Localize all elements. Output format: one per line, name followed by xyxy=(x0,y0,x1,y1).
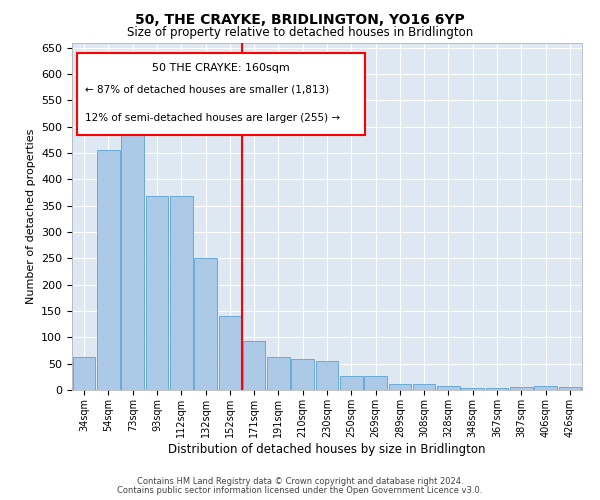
Text: Contains public sector information licensed under the Open Government Licence v3: Contains public sector information licen… xyxy=(118,486,482,495)
Text: Size of property relative to detached houses in Bridlington: Size of property relative to detached ho… xyxy=(127,26,473,39)
Bar xyxy=(510,388,533,390)
Bar xyxy=(461,388,484,390)
Bar xyxy=(340,376,362,390)
Bar xyxy=(146,196,168,390)
Y-axis label: Number of detached properties: Number of detached properties xyxy=(26,128,35,304)
Text: 50 THE CRAYKE: 160sqm: 50 THE CRAYKE: 160sqm xyxy=(152,64,290,74)
X-axis label: Distribution of detached houses by size in Bridlington: Distribution of detached houses by size … xyxy=(168,442,486,456)
Bar xyxy=(413,384,436,390)
Bar xyxy=(194,258,217,390)
Bar xyxy=(364,376,387,390)
Bar xyxy=(316,361,338,390)
Bar xyxy=(292,360,314,390)
Bar xyxy=(437,386,460,390)
Bar xyxy=(121,116,144,390)
Bar xyxy=(267,357,290,390)
Bar xyxy=(243,341,265,390)
Bar xyxy=(486,388,508,390)
Bar xyxy=(389,384,411,390)
Text: 12% of semi-detached houses are larger (255) →: 12% of semi-detached houses are larger (… xyxy=(85,114,340,124)
Text: Contains HM Land Registry data © Crown copyright and database right 2024.: Contains HM Land Registry data © Crown c… xyxy=(137,477,463,486)
Bar xyxy=(534,386,557,390)
Bar xyxy=(73,357,95,390)
Bar xyxy=(170,196,193,390)
FancyBboxPatch shape xyxy=(77,53,365,134)
Bar xyxy=(97,150,120,390)
Text: 50, THE CRAYKE, BRIDLINGTON, YO16 6YP: 50, THE CRAYKE, BRIDLINGTON, YO16 6YP xyxy=(135,12,465,26)
Text: ← 87% of detached houses are smaller (1,813): ← 87% of detached houses are smaller (1,… xyxy=(85,84,329,94)
Bar xyxy=(559,388,581,390)
Bar xyxy=(218,316,241,390)
